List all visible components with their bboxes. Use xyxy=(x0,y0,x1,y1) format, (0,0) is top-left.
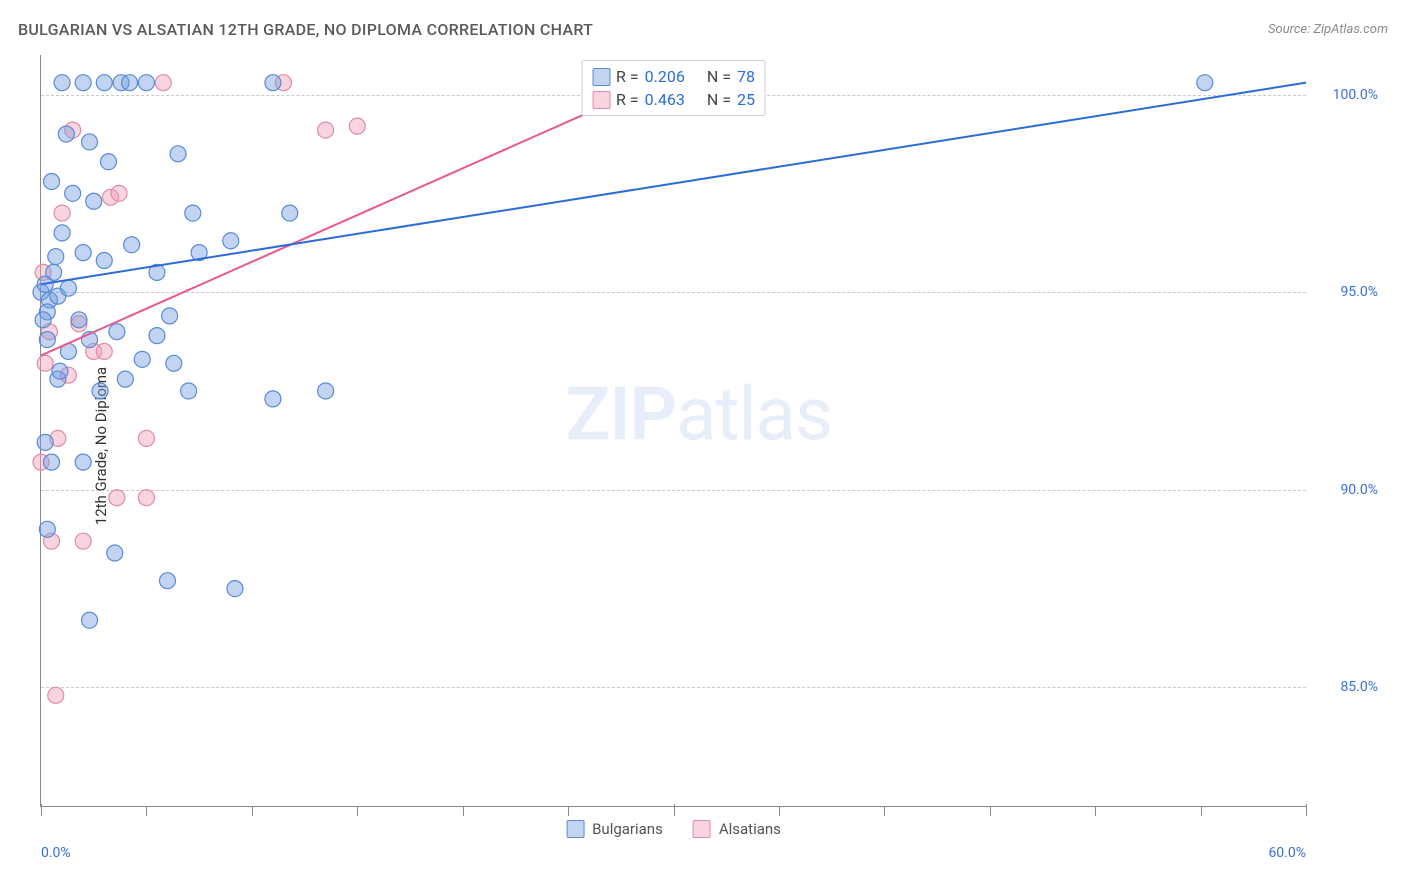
alsatians-point xyxy=(318,122,334,138)
legend-row-a: R = 0.206 N = 78 xyxy=(592,65,755,88)
bulgarians-point xyxy=(166,355,182,371)
x-tick-label: 0.0% xyxy=(41,845,71,861)
swatch-b-icon xyxy=(592,91,610,109)
y-tick-label: 85.0% xyxy=(1340,679,1378,695)
alsatians-point xyxy=(75,533,91,549)
legend-n-label: N = xyxy=(707,90,731,109)
bulgarians-point xyxy=(265,391,281,407)
y-tick-label: 90.0% xyxy=(1340,482,1378,498)
bulgarians-point xyxy=(44,454,60,470)
bulgarians-point xyxy=(170,146,186,162)
bulgarians-point xyxy=(134,351,150,367)
alsatians-point xyxy=(48,687,64,703)
bulgarians-point xyxy=(54,225,70,241)
legend-item-a: Bulgarians xyxy=(566,820,663,838)
legend-r-label: R = xyxy=(616,67,639,86)
bulgarians-point xyxy=(71,312,87,328)
bulgarians-point xyxy=(52,363,68,379)
bulgarians-point xyxy=(75,454,91,470)
legend-row-b: R = 0.463 N = 25 xyxy=(592,88,755,111)
legend-n-a: 78 xyxy=(737,67,755,86)
alsatians-point xyxy=(111,185,127,201)
bulgarians-point xyxy=(185,205,201,221)
alsatians-point xyxy=(37,355,53,371)
x-tick-label: 60.0% xyxy=(1268,845,1306,861)
bulgarians-point xyxy=(227,581,243,597)
y-tick-label: 95.0% xyxy=(1340,284,1378,300)
bulgarians-point xyxy=(181,383,197,399)
bulgarians-point xyxy=(60,280,76,296)
bulgarians-point xyxy=(162,308,178,324)
alsatians-point xyxy=(54,205,70,221)
bulgarians-point xyxy=(1197,75,1213,91)
bulgarians-point xyxy=(86,193,102,209)
legend-n-label: N = xyxy=(707,67,731,86)
chart-container: 12th Grade, No Diploma ZIPatlas R = 0.20… xyxy=(40,55,1386,837)
bulgarians-point xyxy=(96,253,112,269)
legend-n-b: 25 xyxy=(737,90,755,109)
correlation-legend: R = 0.206 N = 78 R = 0.463 N = 25 xyxy=(581,60,766,116)
bulgarians-point xyxy=(81,134,97,150)
bulgarians-point xyxy=(117,371,133,387)
alsatians-point xyxy=(96,343,112,359)
legend-r-a: 0.206 xyxy=(645,67,685,86)
bulgarians-point xyxy=(75,75,91,91)
chart-header: BULGARIAN VS ALSATIAN 12TH GRADE, NO DIP… xyxy=(18,20,1388,39)
bulgarians-point xyxy=(46,264,62,280)
swatch-a-icon xyxy=(592,68,610,86)
bulgarians-point xyxy=(122,75,138,91)
plot-svg xyxy=(41,55,1306,806)
bulgarians-point xyxy=(75,245,91,261)
alsatians-point xyxy=(109,490,125,506)
bulgarians-point xyxy=(92,383,108,399)
bulgarians-point xyxy=(65,185,81,201)
bulgarians-point xyxy=(223,233,239,249)
alsatians-point xyxy=(138,490,154,506)
bulgarians-point xyxy=(109,324,125,340)
bulgarians-point xyxy=(107,545,123,561)
bulgarians-point xyxy=(39,332,55,348)
legend-r-b: 0.463 xyxy=(645,90,685,109)
y-tick-label: 100.0% xyxy=(1333,87,1378,103)
bulgarians-point xyxy=(58,126,74,142)
bulgarians-point xyxy=(37,434,53,450)
bulgarians-point xyxy=(282,205,298,221)
legend-r-label: R = xyxy=(616,90,639,109)
bulgarians-point xyxy=(44,173,60,189)
bulgarians-point xyxy=(265,75,281,91)
alsatians-point xyxy=(155,75,171,91)
bulgarians-point xyxy=(138,75,154,91)
bulgarians-point xyxy=(96,75,112,91)
legend-label-b: Alsatians xyxy=(719,820,781,838)
chart-title: BULGARIAN VS ALSATIAN 12TH GRADE, NO DIP… xyxy=(18,20,593,39)
swatch-b-icon xyxy=(693,820,711,838)
series-legend: Bulgarians Alsatians xyxy=(566,820,781,838)
alsatians-point xyxy=(349,118,365,134)
alsatians-regression-line xyxy=(41,75,674,356)
bulgarians-point xyxy=(318,383,334,399)
bulgarians-point xyxy=(81,612,97,628)
chart-source: Source: ZipAtlas.com xyxy=(1268,22,1388,37)
plot-area: ZIPatlas R = 0.206 N = 78 R = 0.463 N = … xyxy=(40,55,1306,807)
bulgarians-point xyxy=(100,154,116,170)
legend-label-a: Bulgarians xyxy=(592,820,663,838)
bulgarians-point xyxy=(35,312,51,328)
swatch-a-icon xyxy=(566,820,584,838)
bulgarians-point xyxy=(124,237,140,253)
bulgarians-point xyxy=(160,573,176,589)
bulgarians-point xyxy=(149,328,165,344)
alsatians-point xyxy=(138,430,154,446)
bulgarians-point xyxy=(48,249,64,265)
bulgarians-point xyxy=(54,75,70,91)
source-prefix: Source: xyxy=(1268,22,1313,37)
source-link[interactable]: ZipAtlas.com xyxy=(1313,22,1388,37)
bulgarians-point xyxy=(39,521,55,537)
legend-item-b: Alsatians xyxy=(693,820,781,838)
